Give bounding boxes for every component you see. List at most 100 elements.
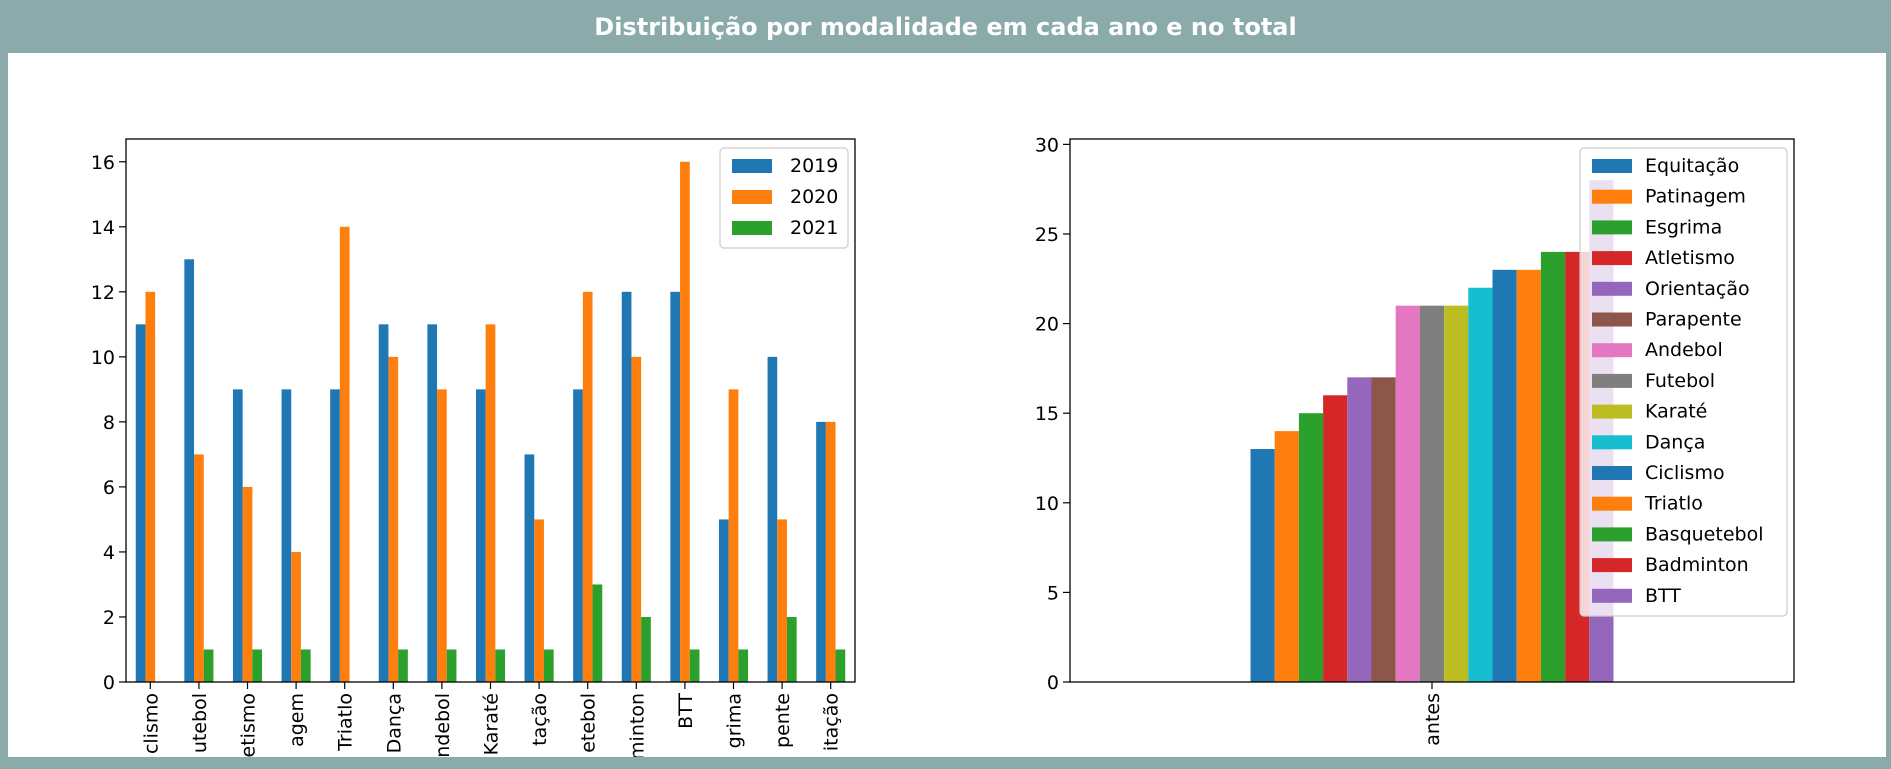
total-distribution-chart: 0 5 10 15 20 25 30 antes Equitação Patinagem Esgri… xyxy=(1035,134,1795,746)
legend-label: BTT xyxy=(1645,585,1681,607)
legend-swatch-Atletismo xyxy=(1592,251,1632,266)
bar-2021-Patinagem xyxy=(300,649,311,682)
bar-Basquetebol xyxy=(1540,251,1566,682)
x-tick-label: agem xyxy=(286,693,308,747)
bar-2020-Esgrima xyxy=(728,389,739,682)
legend-label: Dança xyxy=(1645,431,1705,453)
legend-swatch-Esgrima xyxy=(1592,220,1632,235)
y-tick-label: 12 xyxy=(91,282,115,304)
x-tick-label: tação xyxy=(529,693,551,746)
legend-label: 2021 xyxy=(790,217,838,239)
x-tick-label: itação xyxy=(821,693,843,751)
bar-2020-Ciclismo xyxy=(145,291,156,682)
y-tick-label: 16 xyxy=(91,152,115,174)
bar-2021-BTT xyxy=(689,649,700,682)
legend-label: 2019 xyxy=(790,155,838,177)
bar-Orientação xyxy=(1347,377,1372,682)
legend-label: Andebol xyxy=(1645,339,1723,361)
legend-label: Triatlo xyxy=(1644,493,1703,515)
bar-2019-Equitação xyxy=(816,421,826,682)
y-tick-label: 25 xyxy=(1035,224,1059,246)
y-tick-label: 6 xyxy=(103,477,115,499)
bar-Esgrima xyxy=(1298,413,1324,682)
charts-svg: 0 2 4 6 8 10 12 14 16 clismo utebol etismo agem Triat… xyxy=(91,134,1795,757)
legend-label: Equitação xyxy=(1645,155,1739,177)
bar-Karaté xyxy=(1444,305,1469,682)
bar-2020-Dança xyxy=(388,356,399,682)
page-title: Distribuição por modalidade em cada ano … xyxy=(0,0,1891,53)
bar-Futebol xyxy=(1419,305,1445,682)
x-tick-label: minton xyxy=(626,693,648,757)
yearly-distribution-chart: 0 2 4 6 8 10 12 14 16 clismo utebol etismo agem Triat… xyxy=(91,138,856,757)
y-tick-label: 5 xyxy=(1047,582,1059,604)
bar-2019-Atletismo xyxy=(232,389,243,682)
legend-label: Karaté xyxy=(1645,401,1707,423)
bar-2021-Basquetebol xyxy=(592,584,603,682)
bar-Dança xyxy=(1468,287,1493,682)
charts-panel: 0 2 4 6 8 10 12 14 16 clismo utebol etismo agem Triat… xyxy=(8,53,1886,757)
bar-2019-Parapente xyxy=(767,356,778,682)
bar-2019-Futebol xyxy=(184,259,195,682)
y-tick-label: 30 xyxy=(1035,134,1059,156)
x-tick-label: BTT xyxy=(675,693,697,729)
legend-swatch-2020 xyxy=(732,190,772,204)
y-tick-label: 8 xyxy=(103,412,115,434)
bar-Triatlo xyxy=(1516,269,1541,682)
bar-2019-Triatlo xyxy=(330,389,340,682)
bar-2019-Esgrima xyxy=(718,519,729,682)
legend-swatch-Orientação xyxy=(1592,281,1632,296)
bar-Andebol xyxy=(1395,305,1420,682)
legend-label: 2020 xyxy=(790,186,838,208)
bar-2019-Andebol xyxy=(427,324,438,682)
bar-2020-Andebol xyxy=(437,389,447,682)
bar-2021-Karaté xyxy=(495,649,506,682)
bar-2021-Futebol xyxy=(203,649,214,682)
bar-2020-Badminton xyxy=(631,356,642,682)
x-tick-label: ndebol xyxy=(432,693,454,757)
legend-swatch-Patinagem xyxy=(1592,189,1632,204)
x-tick-label: grima xyxy=(724,693,746,748)
bar-2020-Triatlo xyxy=(339,226,350,683)
legend-swatch-Dança xyxy=(1592,435,1632,450)
bar-2021-Orientação xyxy=(543,649,554,682)
y-tick-label: 14 xyxy=(91,217,115,239)
bar-2019-Karaté xyxy=(475,389,486,682)
legend-swatch-Karaté xyxy=(1592,404,1632,419)
legend-label: Esgrima xyxy=(1645,216,1722,238)
bar-2020-Basquetebol xyxy=(582,291,593,682)
bar-Parapente xyxy=(1371,377,1396,682)
y-tick-label: 0 xyxy=(103,672,115,694)
legend-swatch-Ciclismo xyxy=(1592,466,1632,480)
x-tick-label: Triatlo xyxy=(335,693,357,752)
legend-swatch-Andebol xyxy=(1592,343,1632,358)
legend-swatch-2021 xyxy=(732,221,772,235)
bar-2020-Futebol xyxy=(194,454,204,682)
y-tick-label: 4 xyxy=(103,542,115,564)
bar-2019-Basquetebol xyxy=(573,389,583,682)
legend-label: Futebol xyxy=(1645,370,1715,392)
x-tick-label: etismo xyxy=(238,693,260,757)
legend-swatch-Equitação xyxy=(1592,159,1632,173)
bar-2020-BTT xyxy=(680,161,690,682)
bar-2020-Orientação xyxy=(534,519,544,682)
bar-2019-Dança xyxy=(378,324,389,682)
bar-Patinagem xyxy=(1274,431,1299,682)
bar-2019-Patinagem xyxy=(281,389,292,682)
y-tick-label: 20 xyxy=(1035,314,1059,336)
legend-label: Patinagem xyxy=(1645,186,1746,208)
y-tick-label: 2 xyxy=(103,607,115,629)
bar-2021-Dança xyxy=(398,649,408,682)
x-tick-label: pente xyxy=(772,693,794,748)
bar-Equitação xyxy=(1250,449,1275,682)
bar-Atletismo xyxy=(1323,395,1348,682)
legend-swatch-Triatlo xyxy=(1592,496,1632,511)
bar-2021-Esgrima xyxy=(738,649,749,682)
y-tick-label: 0 xyxy=(1047,672,1059,694)
x-tick-label: utebol xyxy=(189,693,211,753)
bar-2020-Patinagem xyxy=(291,551,301,682)
legend-label: Basquetebol xyxy=(1645,523,1763,545)
legend-label: Parapente xyxy=(1645,309,1742,331)
bar-2020-Equitação xyxy=(825,421,836,682)
x-tick-label: clismo xyxy=(140,693,162,754)
bar-2019-Orientação xyxy=(524,454,535,682)
